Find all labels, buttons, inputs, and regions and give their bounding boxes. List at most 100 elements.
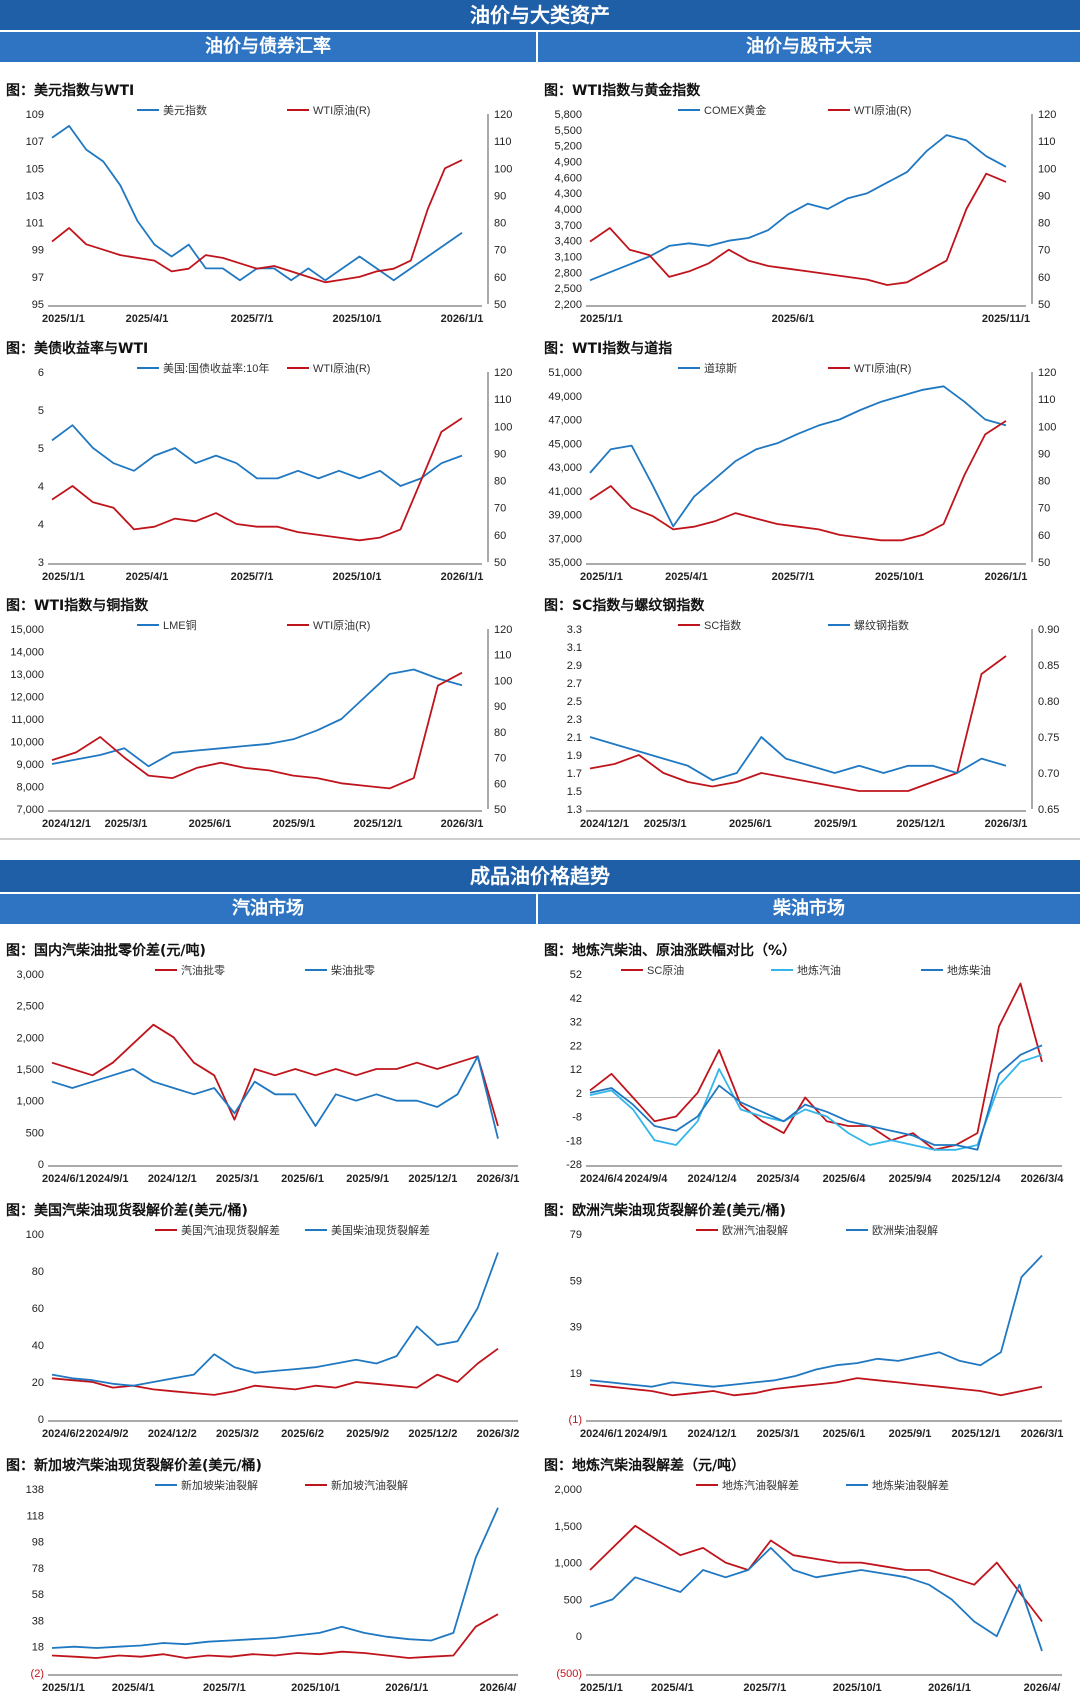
x-tick-label: 2025/9/2 xyxy=(346,1428,389,1440)
y-right-tick-label: 100 xyxy=(494,421,512,433)
x-tick-label: 2024/12/2 xyxy=(148,1428,197,1440)
x-tick-label: 2025/12/1 xyxy=(354,818,403,830)
y-left-tick-label: 3,100 xyxy=(554,252,582,264)
y-right-tick-label: 110 xyxy=(494,650,512,662)
series-line xyxy=(51,1507,499,1649)
legend-label: 新加坡汽油裂解 xyxy=(331,1478,408,1492)
chart-title: 图：SC指数与螺纹钢指数 xyxy=(544,598,705,614)
y-left-tick-label: 45,000 xyxy=(548,438,582,450)
x-tick-label: 2025/7/1 xyxy=(743,1682,786,1694)
series-line xyxy=(589,172,1007,286)
x-tick-label: 2025/4/1 xyxy=(126,313,169,325)
y-left-tick-label: 1,000 xyxy=(554,1558,582,1570)
x-tick-label: 2025/3/4 xyxy=(757,1173,801,1185)
x-tick-label: 2025/3/2 xyxy=(216,1428,259,1440)
series-line xyxy=(51,1023,499,1127)
y-left-tick-label: 37,000 xyxy=(548,533,582,545)
legend-label: WTI原油(R) xyxy=(313,361,370,375)
section-title-assets: 油价与大类资产 xyxy=(0,0,1080,30)
series-line xyxy=(589,1377,1043,1397)
series-line xyxy=(589,134,1007,282)
y-left-tick-label: 19 xyxy=(570,1368,582,1380)
legend-label: 地炼柴油裂解差 xyxy=(872,1478,949,1492)
y-left-tick-label: 109 xyxy=(26,109,44,121)
y-right-tick-label: 70 xyxy=(1038,245,1050,257)
legend-label: SC原油 xyxy=(647,963,684,977)
y-right-tick-label: 60 xyxy=(1038,530,1050,542)
y-left-tick-label: 9,000 xyxy=(16,759,44,771)
series-line xyxy=(51,124,463,282)
y-left-tick-label: 107 xyxy=(26,136,44,148)
y-left-tick-label: 3,700 xyxy=(554,220,582,232)
y-right-tick-label: 120 xyxy=(494,624,512,636)
chart-svg: 79 59 39 19 (1) 2024/6/1 2024/9/1 2024/12/1 2025… xyxy=(569,1223,1064,1440)
legend-label: WTI原油(R) xyxy=(313,103,370,117)
x-tick-label: 2025/6/1 xyxy=(823,1428,866,1440)
tab-diesel-market[interactable]: 柴油市场 xyxy=(538,894,1080,924)
chart-title: 图：美元指数与WTI xyxy=(6,83,135,99)
y-right-tick-label: 80 xyxy=(1038,218,1050,230)
y-left-tick-label: 2,800 xyxy=(554,267,582,279)
y-right-tick-label: 80 xyxy=(494,727,506,739)
x-tick-label: 2026/1/1 xyxy=(928,1682,971,1694)
y-right-tick-label: 0.75 xyxy=(1038,732,1059,744)
y-left-tick-label: 78 xyxy=(32,1563,44,1575)
y-left-tick-label: 100 xyxy=(26,1229,44,1241)
chart-title: 图：新加坡汽柴油现货裂解价差(美元/桶) xyxy=(6,1458,262,1474)
chart-svg: 51,000 49,000 47,000 45,000 43,000 41,000 39,0… xyxy=(548,361,1056,583)
x-tick-label: 2026/3/1 xyxy=(1021,1428,1064,1440)
y-right-tick-label: 0.70 xyxy=(1038,768,1059,780)
x-tick-label: 2025/3/1 xyxy=(105,818,148,830)
x-tick-label: 2025/7/1 xyxy=(231,571,274,583)
legend-label: 地炼汽油裂解差 xyxy=(722,1478,799,1492)
y-left-tick-label: 105 xyxy=(26,163,44,175)
x-tick-label: 2024/9/1 xyxy=(86,1173,129,1185)
y-left-tick-label: 1.7 xyxy=(567,768,582,780)
x-tick-label: 2025/3/1 xyxy=(216,1173,259,1185)
y-left-tick-label: 14,000 xyxy=(10,647,44,659)
tab-gasoline-market[interactable]: 汽油市场 xyxy=(0,894,536,924)
legend-label: WTI原油(R) xyxy=(854,361,911,375)
chart-title: 图：地炼汽柴油裂解差（元/吨） xyxy=(544,1458,746,1474)
chart-title: 图：欧洲汽柴油现货裂解价差(美元/桶) xyxy=(544,1203,786,1219)
y-left-tick-label: 500 xyxy=(564,1594,582,1606)
y-right-tick-label: 70 xyxy=(1038,503,1050,515)
y-left-tick-label: 2.1 xyxy=(567,732,582,744)
x-tick-label: 2025/7/1 xyxy=(203,1682,246,1694)
tab-oil-bonds-fx[interactable]: 油价与债券汇率 xyxy=(0,32,536,62)
series-line xyxy=(51,668,463,768)
x-tick-label: 2026/3/4 xyxy=(1021,1173,1065,1185)
legend-label: 美国柴油现货裂解差 xyxy=(331,1223,430,1237)
tab-oil-stocks-commodities[interactable]: 油价与股市大宗 xyxy=(538,32,1080,62)
legend-label: 新加坡柴油裂解 xyxy=(181,1478,258,1492)
chart-svg: 100 80 60 40 20 0 2024/6/2 2024/9/2 2024/12/2 202… xyxy=(26,1223,520,1440)
chart-title: 图：WTI指数与道指 xyxy=(544,341,673,357)
x-tick-label: 2024/9/4 xyxy=(625,1173,669,1185)
x-tick-label: 2024/12/1 xyxy=(688,1428,737,1440)
x-tick-label: 2025/9/1 xyxy=(346,1173,389,1185)
y-left-tick-label: 500 xyxy=(26,1127,44,1139)
x-tick-label: 2026/3/2 xyxy=(477,1428,520,1440)
y-right-tick-label: 60 xyxy=(1038,272,1050,284)
x-tick-label: 2025/1/1 xyxy=(42,313,85,325)
y-left-tick-label: 101 xyxy=(26,218,44,230)
chart-title: 图：WTI指数与黄金指数 xyxy=(544,83,701,99)
x-tick-label: 2024/6/2 xyxy=(42,1428,85,1440)
y-right-tick-label: 100 xyxy=(494,675,512,687)
y-right-tick-label: 100 xyxy=(494,163,512,175)
y-right-tick-label: 50 xyxy=(494,299,506,311)
series-line xyxy=(51,417,463,542)
y-left-tick-label: 5,500 xyxy=(554,125,582,137)
y-left-tick-label: 60 xyxy=(32,1303,44,1315)
x-tick-label: 2025/6/2 xyxy=(281,1428,324,1440)
y-right-tick-label: 50 xyxy=(1038,299,1050,311)
x-tick-label: 2025/1/1 xyxy=(580,571,623,583)
chart-svg: 3.3 3.1 2.9 2.7 2.5 2.3 2.1 1.9 1.7 1.5 1.3 0.90 0.8… xyxy=(567,618,1060,830)
x-tick-label: 2025/10/1 xyxy=(291,1682,340,1694)
legend-label: 地炼柴油 xyxy=(947,963,991,977)
y-left-tick-label: 2,500 xyxy=(554,283,582,295)
y-right-tick-label: 90 xyxy=(1038,190,1050,202)
y-right-tick-label: 0.90 xyxy=(1038,624,1059,636)
y-right-tick-label: 70 xyxy=(494,245,506,257)
x-tick-label: 2025/12/1 xyxy=(896,818,945,830)
